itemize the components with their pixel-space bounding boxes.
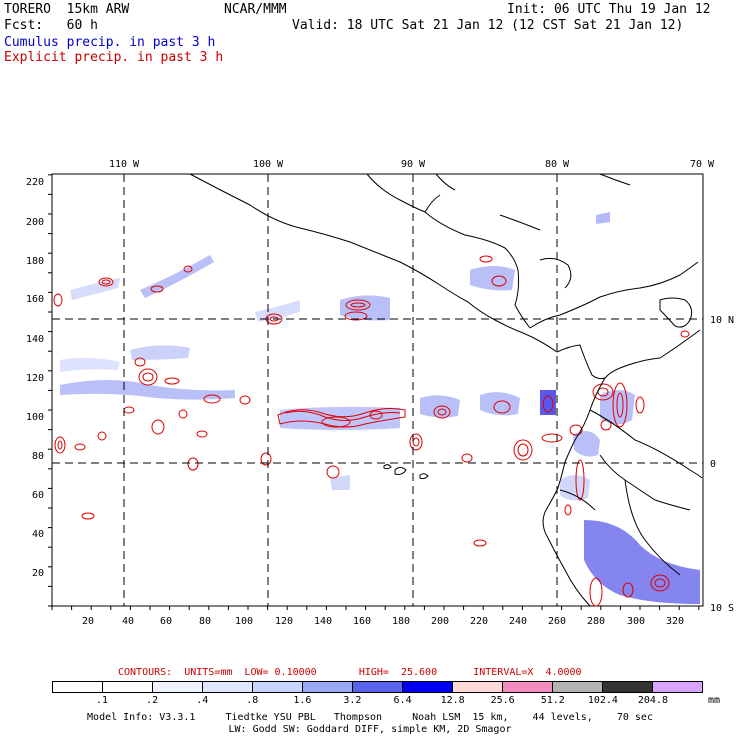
y-tick-labels: 220 200 180 160 140 120 100 80 60 40 20 bbox=[26, 177, 44, 579]
lon-label-100w: 100 W bbox=[253, 159, 284, 170]
color-scale-bar bbox=[52, 681, 703, 693]
cumulus-legend: Cumulus precip. in past 3 h bbox=[4, 35, 216, 50]
y-axis-ticks bbox=[48, 174, 52, 607]
lon-label-110w: 110 W bbox=[109, 159, 140, 170]
x-tick-label: 320 bbox=[666, 616, 684, 627]
scale-swatch bbox=[653, 682, 702, 692]
x-tick-label: 80 bbox=[199, 616, 211, 627]
scale-label: 51.2 bbox=[540, 695, 565, 706]
model-info-line2: LW: Godd SW: Goddard DIFF, simple KM, 2D… bbox=[228, 724, 512, 735]
x-tick-label: 60 bbox=[160, 616, 172, 627]
scale-label: 6.4 bbox=[393, 695, 412, 706]
lon-label-80w: 80 W bbox=[545, 159, 570, 170]
scale-label: 1.6 bbox=[293, 695, 312, 706]
x-tick-label: 20 bbox=[82, 616, 94, 627]
y-tick-label: 220 bbox=[26, 177, 44, 188]
lat-label-0: 0 bbox=[710, 459, 716, 470]
explicit-precip-contours bbox=[53, 255, 690, 607]
scale-swatch bbox=[103, 682, 153, 692]
y-tick-label: 180 bbox=[26, 256, 44, 267]
y-tick-label: 20 bbox=[32, 568, 44, 579]
organization-label: NCAR/MMM bbox=[224, 2, 287, 17]
x-tick-label: 300 bbox=[627, 616, 645, 627]
y-tick-label: 40 bbox=[32, 529, 44, 540]
y-tick-label: 80 bbox=[32, 451, 44, 462]
y-tick-label: 100 bbox=[26, 412, 44, 423]
cumulus-precip-areas bbox=[60, 212, 700, 604]
y-tick-label: 140 bbox=[26, 334, 44, 345]
scale-swatch bbox=[603, 682, 653, 692]
scale-label: 12.8 bbox=[440, 695, 465, 706]
scale-swatch bbox=[403, 682, 453, 692]
x-tick-label: 100 bbox=[235, 616, 253, 627]
scale-swatch bbox=[353, 682, 403, 692]
x-tick-label: 140 bbox=[314, 616, 332, 627]
color-scale-labels: .1 .2 .4 .8 1.6 3.2 6.4 12.8 25.6 51.2 1… bbox=[52, 695, 703, 707]
x-axis-ticks bbox=[51, 606, 700, 610]
scale-swatch bbox=[153, 682, 203, 692]
scale-swatch bbox=[503, 682, 553, 692]
init-time: Init: 06 UTC Thu 19 Jan 12 bbox=[507, 2, 711, 17]
scale-swatch bbox=[253, 682, 303, 692]
x-tick-label: 240 bbox=[509, 616, 527, 627]
scale-label: 204.8 bbox=[637, 695, 668, 706]
x-tick-label: 160 bbox=[353, 616, 371, 627]
scale-unit: mm bbox=[708, 695, 721, 706]
x-tick-label: 260 bbox=[548, 616, 566, 627]
x-tick-label: 180 bbox=[392, 616, 410, 627]
x-tick-label: 280 bbox=[587, 616, 605, 627]
scale-label: .8 bbox=[246, 695, 259, 706]
scale-label: 25.6 bbox=[490, 695, 515, 706]
scale-swatch bbox=[303, 682, 353, 692]
coastlines bbox=[189, 173, 703, 607]
valid-time: Valid: 18 UTC Sat 21 Jan 12 (12 CST Sat … bbox=[292, 18, 684, 33]
scale-label: 3.2 bbox=[343, 695, 362, 706]
y-tick-label: 120 bbox=[26, 373, 44, 384]
y-tick-label: 60 bbox=[32, 490, 44, 501]
scale-label: 102.4 bbox=[587, 695, 618, 706]
precip-map: 110 W 100 W 90 W 80 W 70 W 10 N 0 10 S 2… bbox=[26, 159, 734, 627]
forecast-hour: Fcst: 60 h bbox=[4, 18, 98, 33]
lon-label-70w: 70 W bbox=[690, 159, 715, 170]
lat-lon-grid bbox=[52, 174, 703, 606]
explicit-legend: Explicit precip. in past 3 h bbox=[4, 50, 224, 65]
x-tick-label: 120 bbox=[275, 616, 293, 627]
x-tick-label: 200 bbox=[431, 616, 449, 627]
scale-label: .4 bbox=[196, 695, 209, 706]
scale-swatch bbox=[53, 682, 103, 692]
x-tick-label: 40 bbox=[122, 616, 134, 627]
x-tick-labels: 20 40 60 80 100 120 140 160 180 200 220 … bbox=[82, 616, 684, 627]
lon-label-90w: 90 W bbox=[401, 159, 426, 170]
scale-swatch bbox=[203, 682, 253, 692]
lat-label-10s: 10 S bbox=[710, 603, 734, 614]
model-title: TORERO 15km ARW bbox=[4, 2, 130, 17]
y-tick-label: 160 bbox=[26, 294, 44, 305]
contour-info: CONTOURS: UNITS=mm LOW= 0.10000 HIGH= 25… bbox=[118, 667, 582, 678]
scale-swatch bbox=[453, 682, 503, 692]
scale-label: .1 bbox=[96, 695, 109, 706]
x-tick-label: 220 bbox=[470, 616, 488, 627]
scale-label: .2 bbox=[146, 695, 159, 706]
y-tick-label: 200 bbox=[26, 217, 44, 228]
scale-swatch bbox=[553, 682, 603, 692]
lat-label-10n: 10 N bbox=[710, 315, 734, 326]
model-info-line1: Model Info: V3.3.1 Tiedtke YSU PBL Thomp… bbox=[87, 712, 653, 723]
